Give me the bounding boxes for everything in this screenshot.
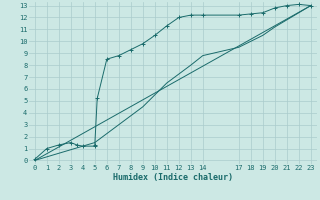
X-axis label: Humidex (Indice chaleur): Humidex (Indice chaleur)	[113, 173, 233, 182]
